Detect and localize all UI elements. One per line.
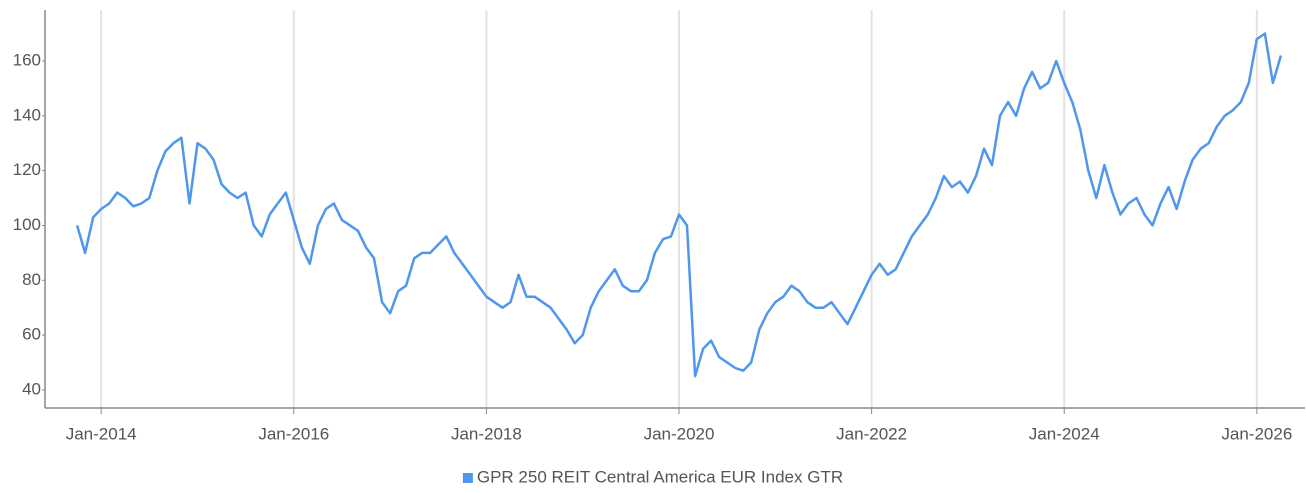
- y-tick-label: 140: [13, 105, 41, 124]
- y-tick-label: 160: [13, 50, 41, 69]
- grid: [42, 10, 1258, 414]
- x-tick-label: Jan-2022: [836, 424, 907, 443]
- line-series: [75, 32, 1283, 378]
- y-tick-label: 80: [22, 270, 41, 289]
- plot: [75, 32, 1283, 378]
- legend-label: GPR 250 REIT Central America EUR Index G…: [477, 467, 843, 486]
- x-tick-label: Jan-2026: [1221, 424, 1292, 443]
- legend: GPR 250 REIT Central America EUR Index G…: [462, 467, 843, 486]
- x-tick-label: Jan-2020: [644, 424, 715, 443]
- legend-swatch: [462, 473, 473, 483]
- y-tick-label: 120: [13, 160, 41, 179]
- y-tick-label: 40: [22, 379, 41, 398]
- x-tick-label: Jan-2024: [1029, 424, 1100, 443]
- x-tick-label: Jan-2016: [258, 424, 329, 443]
- y-tick-label: 60: [22, 325, 41, 344]
- y-tick-label: 100: [13, 215, 41, 234]
- x-tick-label: Jan-2014: [66, 424, 137, 443]
- x-tick-label: Jan-2018: [451, 424, 522, 443]
